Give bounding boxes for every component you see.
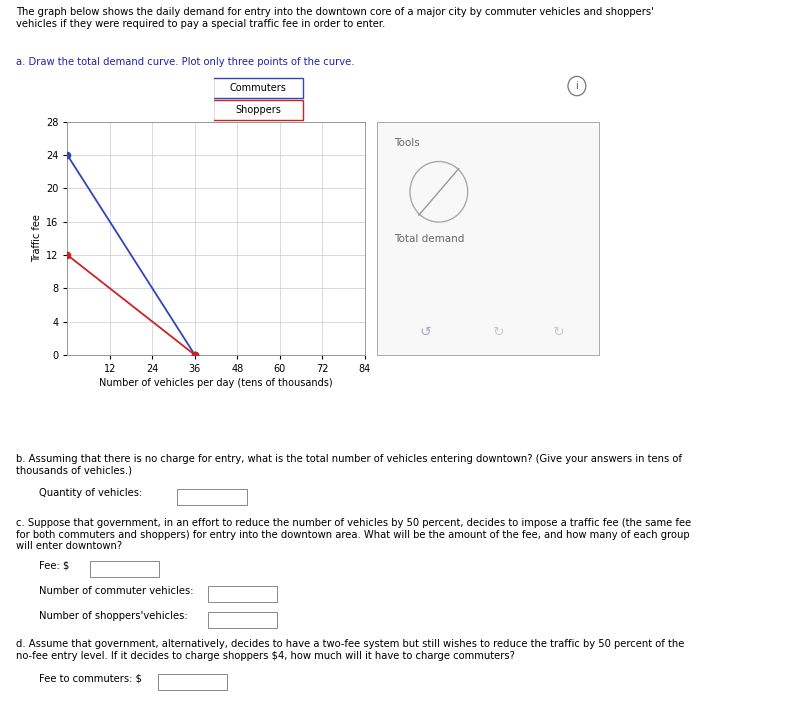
Text: Shoppers: Shoppers [235, 105, 281, 115]
Text: Tools: Tools [394, 138, 420, 148]
Text: Number of commuter vehicles:: Number of commuter vehicles: [39, 586, 193, 596]
Text: a. Draw the total demand curve. Plot only three points of the curve.: a. Draw the total demand curve. Plot onl… [16, 57, 354, 67]
Text: Fee to commuters: $: Fee to commuters: $ [39, 673, 142, 683]
FancyBboxPatch shape [213, 100, 303, 120]
Text: i: i [576, 81, 578, 91]
Text: b. Assuming that there is no charge for entry, what is the total number of vehic: b. Assuming that there is no charge for … [16, 454, 682, 476]
Text: Fee: $: Fee: $ [39, 560, 69, 570]
X-axis label: Number of vehicles per day (tens of thousands): Number of vehicles per day (tens of thou… [99, 378, 333, 388]
Text: ↺: ↺ [419, 325, 431, 338]
Text: Quantity of vehicles:: Quantity of vehicles: [39, 488, 142, 498]
FancyBboxPatch shape [90, 561, 159, 577]
Y-axis label: Traffic fee: Traffic fee [32, 214, 42, 262]
FancyBboxPatch shape [213, 77, 303, 98]
FancyBboxPatch shape [208, 612, 277, 627]
Text: d. Assume that government, alternatively, decides to have a two-fee system but s: d. Assume that government, alternatively… [16, 640, 684, 661]
Text: Number of shoppers'vehicles:: Number of shoppers'vehicles: [39, 611, 187, 621]
Text: c. Suppose that government, in an effort to reduce the number of vehicles by 50 : c. Suppose that government, in an effort… [16, 518, 691, 551]
FancyBboxPatch shape [208, 587, 277, 602]
FancyBboxPatch shape [159, 674, 228, 690]
Text: ↻: ↻ [493, 325, 504, 338]
Text: Commuters: Commuters [229, 83, 286, 93]
Text: Total demand: Total demand [394, 234, 465, 244]
Text: ↻: ↻ [553, 325, 565, 338]
FancyBboxPatch shape [178, 488, 247, 505]
Text: The graph below shows the daily demand for entry into the downtown core of a maj: The graph below shows the daily demand f… [16, 7, 654, 29]
